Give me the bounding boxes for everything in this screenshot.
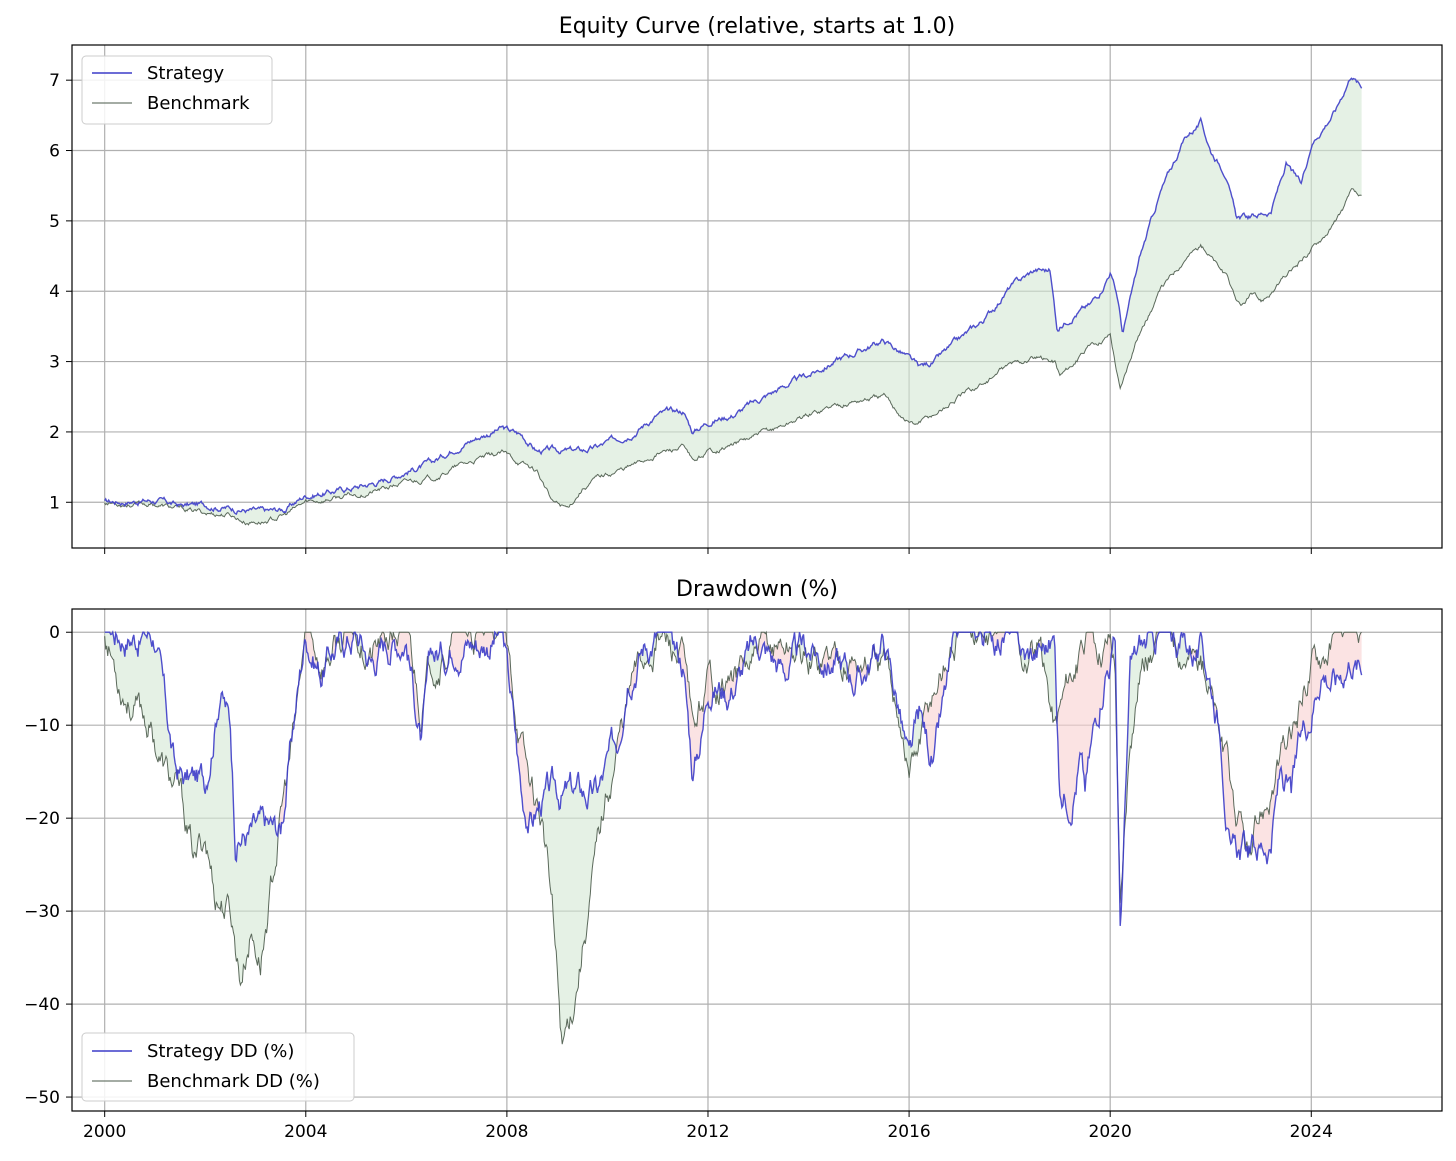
- y-tick-label: −50: [24, 1088, 60, 1108]
- x-tick-label: 2020: [1089, 1122, 1132, 1142]
- legend: Strategy Benchmark: [81, 55, 273, 125]
- series-line-benchmark: [104, 630, 1362, 1045]
- x-tick-label: 2004: [284, 1122, 327, 1142]
- series-line-strategy: [104, 77, 1363, 516]
- fill-outperform: [1177, 632, 1191, 670]
- y-tick-label: 1: [49, 493, 60, 513]
- x-tick-label: 2024: [1290, 1122, 1333, 1142]
- series-line-benchmark: [104, 188, 1362, 526]
- y-tick-label: 6: [49, 142, 60, 162]
- series-line-strategy: [104, 630, 1363, 926]
- legend: Strategy DD (%) Benchmark DD (%): [81, 1032, 355, 1102]
- fill-underperform: [1210, 686, 1219, 731]
- legend-label-strategy: Strategy: [147, 63, 224, 84]
- y-tick-label: −30: [24, 902, 60, 922]
- fill-underperform: [442, 654, 448, 675]
- fill-outperform: [178, 692, 280, 985]
- y-tick-label: 7: [49, 71, 60, 91]
- fill-outperform: [104, 632, 178, 787]
- y-tick-label: −20: [24, 809, 60, 829]
- x-tick-label: 2016: [887, 1122, 930, 1142]
- fill-underperform: [1036, 636, 1042, 658]
- y-axis-ticks: 0 −10 −20 −30 −40 −50: [24, 623, 72, 1108]
- legend-label-benchmark: Benchmark: [147, 93, 250, 114]
- y-tick-label: −10: [24, 716, 60, 736]
- plot-frame: [71, 608, 1443, 1112]
- fill-outperform: [745, 635, 759, 670]
- y-tick-label: 4: [49, 282, 60, 302]
- fill-between-area: [104, 632, 1362, 1045]
- fill-outperform: [1041, 635, 1058, 742]
- fill-outperform: [178, 78, 1362, 525]
- y-tick-label: 0: [49, 623, 60, 643]
- fill-underperform: [1254, 632, 1362, 865]
- legend-box: [81, 1032, 355, 1102]
- chart-title: Drawdown (%): [676, 577, 838, 602]
- fill-underperform: [1057, 632, 1113, 826]
- fill-between-area: [104, 78, 1362, 525]
- plot-frame: [71, 44, 1443, 549]
- fill-outperform: [806, 644, 815, 675]
- drawdown-chart: Drawdown (%) 0−10−20−30−40−50 2000 2004 20…: [24, 577, 1443, 1142]
- legend-label-strategy-dd: Strategy DD (%): [147, 1041, 294, 1062]
- fill-underperform: [279, 767, 288, 835]
- fill-outperform: [886, 649, 924, 778]
- x-axis-ticks: [104, 548, 1312, 554]
- x-axis-ticks: 2000 2004 2008 2012 2016 2020 2024: [83, 1111, 1333, 1142]
- fill-outperform: [1124, 632, 1155, 833]
- fill-outperform: [1159, 632, 1172, 642]
- x-tick-label: 2008: [485, 1122, 528, 1142]
- series-lines: [104, 630, 1363, 1045]
- y-axis-ticks: 1 2 3 4 5 6 7: [49, 71, 72, 513]
- y-tick-label: 2: [49, 423, 60, 443]
- fill-underperform: [739, 651, 746, 677]
- y-tick-label: −40: [24, 995, 60, 1015]
- fill-underperform: [678, 636, 713, 781]
- legend-label-benchmark-dd: Benchmark DD (%): [147, 1071, 320, 1092]
- fill-underperform: [380, 632, 429, 741]
- fill-outperform: [355, 632, 368, 670]
- chart-title: Equity Curve (relative, starts at 1.0): [559, 14, 955, 39]
- x-tick-label: 2000: [83, 1122, 126, 1142]
- y-tick-label: 3: [49, 353, 60, 373]
- equity-curve-chart: Equity Curve (relative, starts at 1.0) 1…: [49, 14, 1443, 554]
- fill-underperform: [923, 665, 949, 766]
- series-lines: [104, 77, 1363, 526]
- y-tick-label: 5: [49, 212, 60, 232]
- fill-underperform: [859, 656, 868, 685]
- x-tick-label: 2012: [686, 1122, 729, 1142]
- fill-outperform: [326, 642, 333, 666]
- fill-underperform: [616, 716, 625, 753]
